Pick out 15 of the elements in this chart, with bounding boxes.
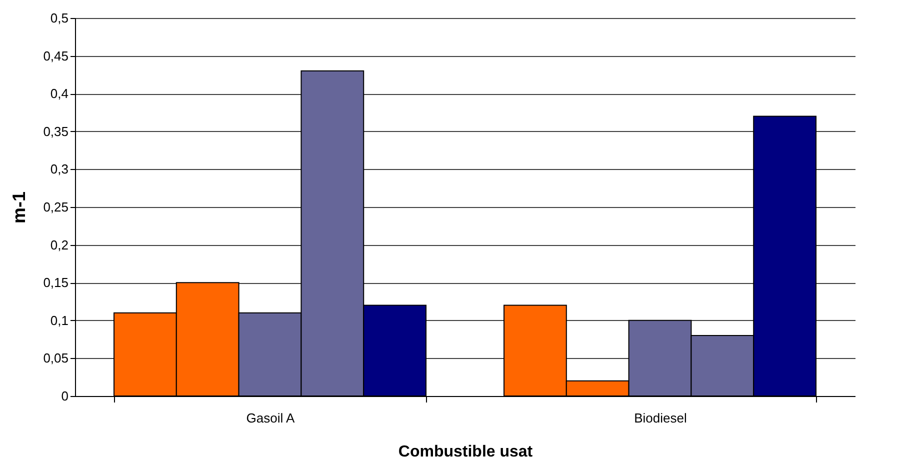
- y-tick-label: 0,4: [50, 86, 68, 102]
- y-tick-label: 0,25: [43, 200, 68, 214]
- y-tick-label: 0,5: [50, 10, 68, 26]
- y-tick-label: 0: [61, 388, 68, 404]
- y-axis-title: m-1: [9, 191, 30, 224]
- y-tick-label: 0,3: [50, 162, 68, 177]
- x-tick-label: Gasoil A: [246, 410, 296, 426]
- y-tick-label: 0,1: [50, 312, 68, 328]
- y-tick-label: 0,45: [43, 48, 68, 64]
- x-tick-label: Biodiesel: [634, 410, 687, 426]
- y-tick-label: 0,15: [43, 275, 68, 290]
- x-axis-title: Combustible usat: [398, 444, 534, 460]
- y-tick-label: 0,2: [50, 237, 68, 252]
- y-tick-label: 0,05: [43, 350, 68, 366]
- y-tick-label: 0,35: [43, 124, 68, 139]
